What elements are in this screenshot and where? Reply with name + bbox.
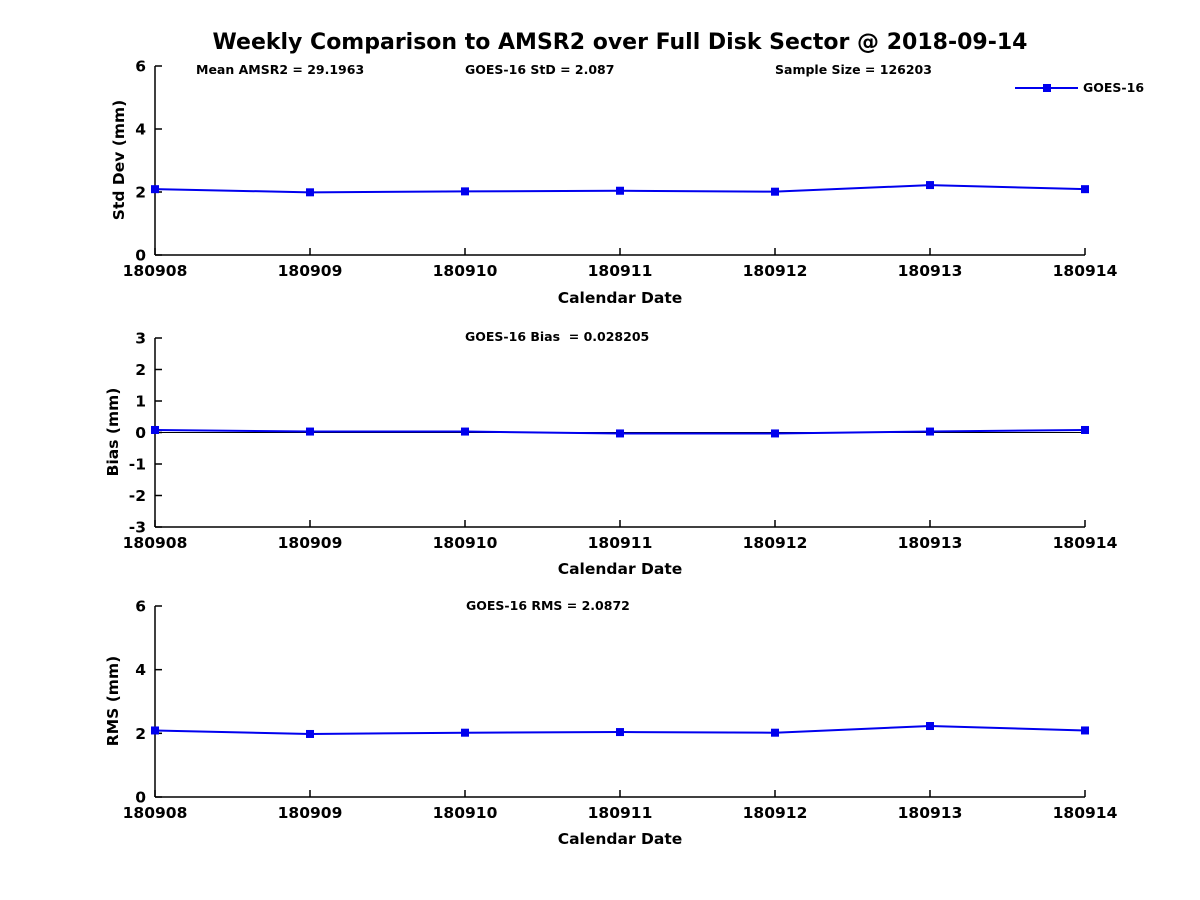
x-tick-label: 180909 (278, 262, 343, 280)
subplot-rms: 0 2 4 6 180908 180909 180910 180911 180912 180913… (123, 598, 1118, 823)
data-point-marker (306, 427, 314, 436)
stat-sample-size: Sample Size = 126203 (775, 62, 932, 77)
stat-goes16-bias: GOES-16 Bias = 0.028205 (465, 329, 650, 344)
x-tick-label: 180913 (898, 534, 963, 552)
x-tick-label: 180913 (898, 804, 963, 822)
data-point-marker (771, 429, 779, 438)
x-tick-label: 180912 (743, 804, 808, 822)
legend-marker-square-icon (1043, 84, 1051, 92)
x-tick-label: 180913 (898, 262, 963, 280)
y-tick-label: 0 (135, 789, 146, 807)
y-tick-label: 6 (135, 58, 146, 76)
x-tick-label: 180910 (433, 534, 498, 552)
y-tick-label: 6 (135, 598, 146, 616)
data-point-marker (616, 429, 624, 438)
page-title: Weekly Comparison to AMSR2 over Full Dis… (212, 30, 1028, 55)
stat-mean-amsr2: Mean AMSR2 = 29.1963 (196, 62, 365, 77)
data-point-marker (771, 187, 779, 196)
x-tick-label: 180910 (433, 262, 498, 280)
y-tick-label: 2 (135, 184, 146, 202)
x-tick-label: 180911 (588, 804, 653, 822)
stat-goes16-std: GOES-16 StD = 2.087 (465, 62, 615, 77)
x-tick-label: 180910 (433, 804, 498, 822)
y-tick-label: -1 (129, 456, 146, 474)
data-point-marker (151, 425, 159, 434)
data-point-marker (771, 728, 779, 737)
y-tick-label: 2 (135, 361, 146, 379)
y-tick-label: 3 (135, 330, 146, 348)
data-point-marker (1081, 425, 1089, 434)
stat-goes16-rms: GOES-16 RMS = 2.0872 (466, 598, 630, 613)
y-tick-label: 0 (135, 424, 146, 442)
x-tick-label: 180909 (278, 804, 343, 822)
y-tick-label: 2 (135, 725, 146, 743)
data-point-marker (461, 427, 469, 436)
y-tick-label: 0 (135, 247, 146, 265)
data-point-marker (1081, 185, 1089, 194)
y-axis-label-bias: Bias (mm) (104, 387, 122, 477)
x-tick-label: 180914 (1053, 534, 1118, 552)
x-axis-label-calendar-date-1: Calendar Date (557, 289, 683, 307)
x-axis-label-calendar-date-2: Calendar Date (557, 560, 683, 578)
data-point-marker (926, 427, 934, 436)
y-tick-label: -3 (129, 519, 146, 537)
y-tick-label: 4 (135, 661, 146, 679)
x-tick-label: 180909 (278, 534, 343, 552)
y-axis-label-std-dev: Std Dev (mm) (110, 99, 128, 221)
x-axis-label-calendar-date-3: Calendar Date (557, 830, 683, 848)
x-tick-label: 180908 (123, 262, 188, 280)
data-point-marker (151, 185, 159, 194)
data-point-marker (151, 726, 159, 735)
legend-label: GOES-16 (1083, 80, 1145, 95)
x-tick-label: 180911 (588, 262, 653, 280)
x-tick-label: 180911 (588, 534, 653, 552)
data-point-marker (616, 186, 624, 195)
y-axis-label-rms: RMS (mm) (104, 655, 122, 747)
data-point-marker (306, 729, 314, 738)
x-tick-label: 180908 (123, 804, 188, 822)
y-tick-label: -2 (129, 487, 146, 505)
x-tick-label: 180912 (743, 262, 808, 280)
y-tick-label: 4 (135, 121, 146, 139)
data-point-marker (616, 728, 624, 737)
data-point-marker (461, 728, 469, 737)
data-point-marker (926, 722, 934, 731)
data-point-marker (926, 181, 934, 190)
data-point-marker (1081, 726, 1089, 735)
x-tick-label: 180914 (1053, 804, 1118, 822)
legend: GOES-16 (1015, 80, 1195, 96)
x-tick-label: 180912 (743, 534, 808, 552)
data-point-marker (306, 188, 314, 197)
data-point-marker (461, 187, 469, 196)
x-tick-label: 180908 (123, 534, 188, 552)
subplot-std-dev: 0 2 4 6 180908 180909 180910 180911 180912 180913… (123, 58, 1118, 281)
y-tick-label: 1 (135, 393, 146, 411)
x-tick-label: 180914 (1053, 262, 1118, 280)
